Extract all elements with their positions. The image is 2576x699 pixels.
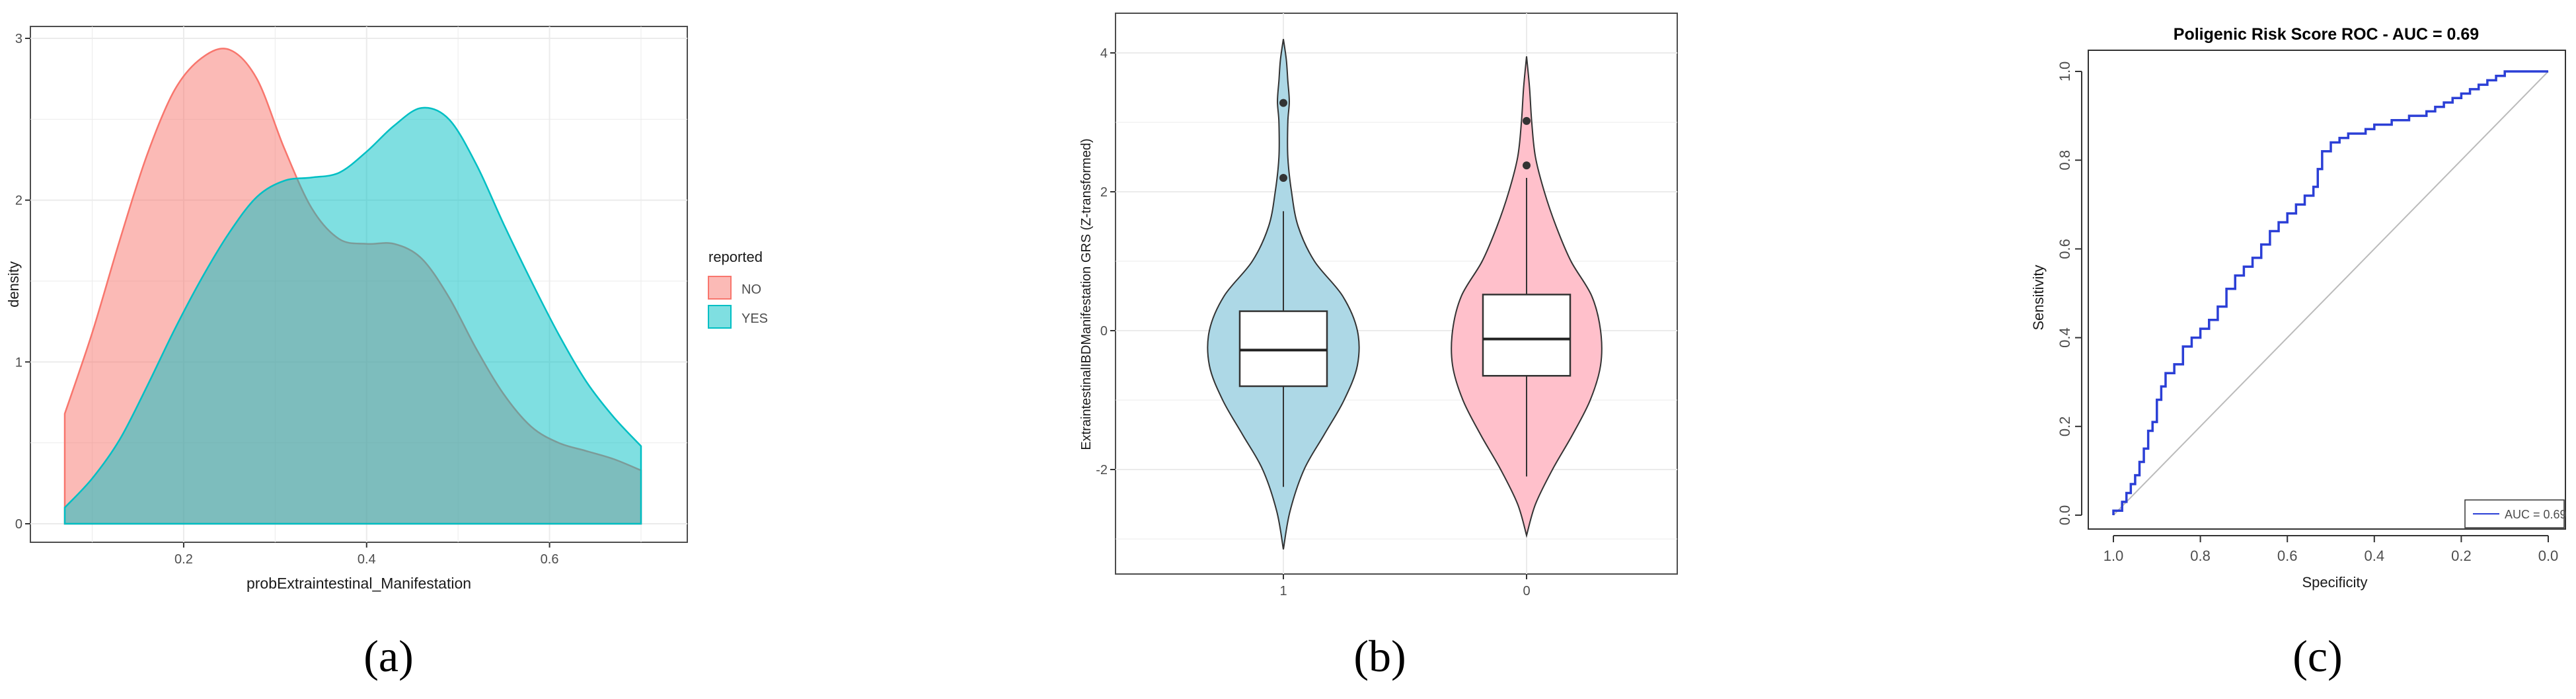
- panel-label-a: (a): [363, 631, 413, 681]
- roc-curve-line: [2112, 70, 2548, 515]
- panel-b-violin-chart: -2 0 2 4 1 0 ExtraintestinalIBDManifestation …: [1079, 13, 1678, 598]
- panel-a-y-axis-label: density: [5, 261, 22, 308]
- x-tick-label: 1.0: [2103, 548, 2124, 564]
- legend-label-no: NO: [741, 282, 761, 297]
- legend-swatch-no: [708, 276, 732, 300]
- legend-label-yes: YES: [741, 311, 768, 326]
- panel-a-ticks: 0.2 0.4 0.6 0 1 2 3: [15, 32, 559, 567]
- box-1: [1238, 310, 1328, 388]
- y-tick-label: 0.8: [2057, 150, 2073, 171]
- outlier-point-0: [1523, 116, 1531, 125]
- box-0: [1482, 294, 1572, 377]
- y-tick-label: 0.4: [2057, 327, 2073, 348]
- panel-c-title: Poligenic Risk Score ROC - AUC = 0.69: [2174, 25, 2479, 44]
- panel-b-y-axis-label: ExtraintestinalIBDManifestation GRS (Z-t…: [1079, 138, 1094, 450]
- y-tick-label: 0.0: [2057, 505, 2073, 526]
- panel-c-chance-line: [2113, 71, 2549, 516]
- outlier-point-1: [1279, 174, 1287, 182]
- panel-b-plot-area: [1115, 13, 1678, 575]
- x-tick-label: 0.2: [2451, 548, 2472, 564]
- y-tick-label: 2: [1100, 185, 1108, 200]
- panel-c-y-axis-label: Sensitivity: [2030, 265, 2047, 330]
- x-tick-label: 0.4: [358, 552, 376, 567]
- y-tick-label: 3: [15, 32, 22, 46]
- panel-label-b: (b): [1353, 631, 1406, 681]
- y-tick-label: 0.2: [2057, 417, 2073, 437]
- x-tick-label: 0: [1523, 584, 1530, 598]
- panel-a-density-chart: 0.2 0.4 0.6 0 1 2 3 density probExtraintestina…: [5, 26, 768, 592]
- x-tick-label: 0.2: [174, 552, 193, 567]
- legend-swatch-yes: [708, 305, 732, 329]
- x-tick-label: 0.8: [2190, 548, 2211, 564]
- x-tick-label: 0.4: [2365, 548, 2385, 564]
- panel-c-roc-chart: Poligenic Risk Score ROC - AUC = 0.69 1.…: [2030, 25, 2567, 591]
- y-tick-label: 0.6: [2057, 239, 2073, 259]
- panel-a-density-areas: [63, 48, 642, 525]
- y-tick-label: 4: [1100, 46, 1108, 61]
- panel-a-x-axis-label: probExtraintestinal_Manifestation: [246, 575, 471, 592]
- x-tick-label: 1: [1279, 584, 1287, 598]
- y-tick-label: 0: [15, 517, 22, 532]
- legend-title: reported: [708, 249, 763, 265]
- panel-c-legend-label: AUC = 0.69: [2505, 508, 2567, 521]
- outlier-point-0: [1523, 161, 1531, 170]
- x-tick-label: 0.0: [2538, 548, 2559, 564]
- y-tick-label: -2: [1096, 463, 1108, 477]
- panel-c-plot-area: [2088, 50, 2566, 530]
- outlier-point-1: [1279, 99, 1287, 107]
- panel-c-x-axis-label: Specificity: [2302, 574, 2367, 591]
- chance-diagonal: [2113, 71, 2549, 516]
- panel-b-violins: [1207, 38, 1603, 550]
- y-tick-label: 2: [15, 194, 22, 208]
- panel-a-legend: reported NO YES: [708, 249, 768, 329]
- panel-label-c: (c): [2292, 631, 2342, 681]
- panel-c-ticks: 1.0 0.8 0.6 0.4 0.2 0.0 0.0 0.2 0.4 0.6 0.8 1.0: [2057, 62, 2558, 564]
- x-tick-label: 0.6: [2277, 548, 2298, 564]
- panel-c-legend: AUC = 0.69: [2464, 499, 2567, 528]
- y-tick-label: 1.0: [2057, 62, 2073, 82]
- panel-c-roc-curve: [2112, 70, 2548, 515]
- panel-b-ticks: -2 0 2 4 1 0: [1096, 46, 1530, 598]
- x-tick-label: 0.6: [541, 552, 559, 567]
- y-tick-label: 0: [1100, 324, 1108, 339]
- density-area-yes: [63, 106, 642, 525]
- y-tick-label: 1: [15, 355, 22, 370]
